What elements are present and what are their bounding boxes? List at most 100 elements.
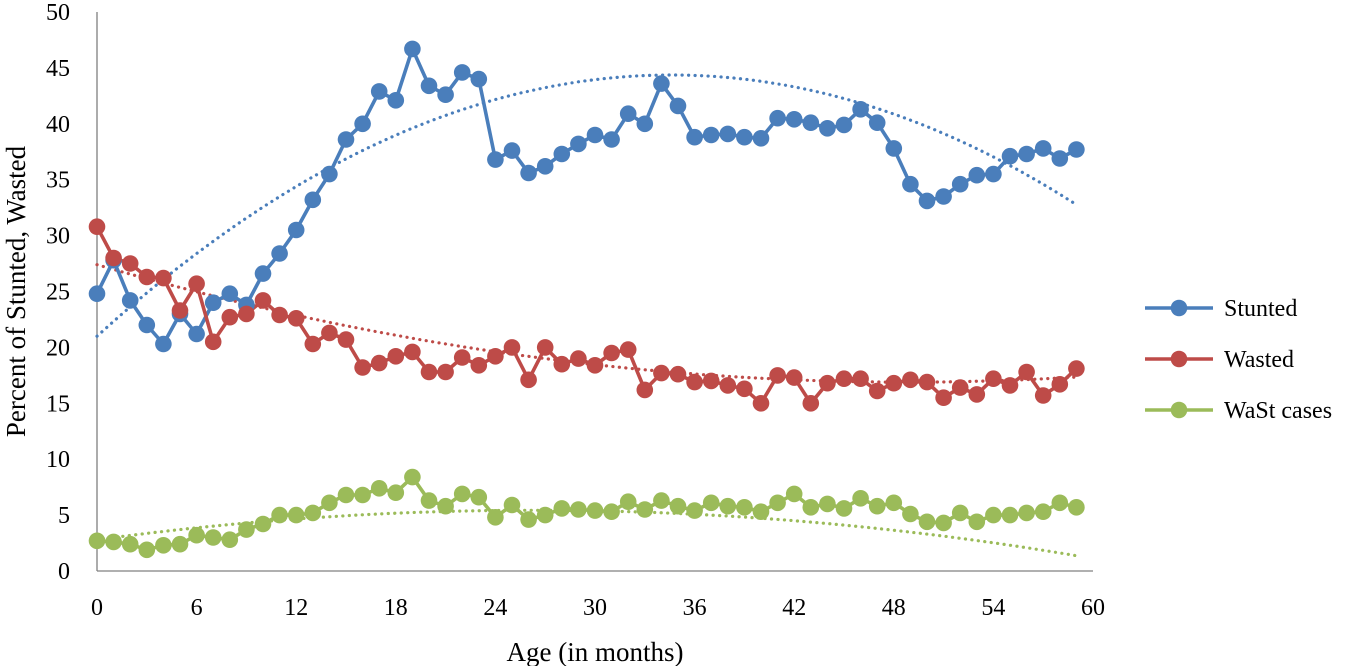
wast-cases-line [96,475,1077,552]
series-points [88,40,1085,559]
wasted-point [868,382,886,400]
stunted-point [852,101,869,118]
wasted-point [204,333,222,351]
wast-cases-point [238,521,255,538]
wasted-point [852,370,869,388]
wasted-point [669,365,687,383]
stunted-point [121,292,139,309]
wast-cases-point [1034,503,1052,520]
wast-cases-point [88,532,106,550]
wast-cases-point [1001,506,1019,524]
wast-cases-point [719,497,737,515]
wasted-point [603,344,620,362]
stunted-point [769,109,786,127]
stunted-point [453,64,471,81]
stunted-point [603,131,620,148]
stunted-point [155,335,172,353]
wasted-point [1068,360,1085,377]
wasted-point [968,386,986,403]
stunted-point [88,285,106,303]
stunted-point [138,316,156,334]
wasted-point [404,343,421,361]
wast-cases-point [885,494,903,512]
wasted-point [752,395,770,412]
wasted-point [121,255,139,272]
stunted-point [204,294,222,312]
stunted-point [819,120,836,137]
stunted-point [636,115,654,133]
stunted-point [785,111,803,128]
wast-cases-point [653,492,670,509]
wast-cases-point [503,496,521,514]
wasted-point [138,268,156,286]
x-tick-label: 30 [583,595,607,621]
stunted-point [985,165,1002,183]
wasted-point [636,381,654,399]
x-tick-label: 48 [882,595,906,621]
wasted-point [918,373,936,391]
stunted-point [536,158,554,175]
wasted-point [619,341,637,358]
y-tick-label: 40 [46,112,70,138]
wast-cases-point [985,506,1002,524]
wast-cases-point [636,501,654,518]
stunted-point [420,77,438,95]
wasted-point [221,308,239,326]
stunted-point [1034,140,1052,157]
stunted-point [487,151,504,168]
stunted-point [1001,147,1019,165]
wasted-point [304,335,322,353]
y-tick-label: 5 [58,503,70,529]
wasted-point [951,379,969,396]
wast-cases-point [271,506,288,524]
stunted-point [271,245,288,262]
stunted-point [520,164,537,182]
wast-cases-point [752,503,770,520]
wasted-point [287,310,305,327]
x-tick-label: 42 [782,595,806,621]
wasted-trendline [95,263,1078,384]
wasted-point [354,359,371,376]
wast-cases-point [802,499,820,516]
stunted-point [337,131,355,148]
wast-cases-point [520,511,537,528]
wasted-point [470,357,488,374]
stunted-point [619,105,637,122]
wast-cases-point [935,514,952,532]
stunted-point [1018,145,1035,163]
legend-label-stunted: Stunted [1224,296,1297,322]
wasted-point [254,292,272,309]
x-tick-label: 6 [191,595,203,621]
stunted-point [321,165,338,183]
wast-cases-point [570,501,587,518]
wasted-point [819,374,836,392]
wast-cases-point [155,537,172,554]
x-tick-label: 18 [384,595,408,621]
legend: Stunted Wasted WaSt cases [1145,296,1332,424]
wast-cases-point [702,494,720,512]
stunted-point [669,97,687,115]
wast-cases-point [437,497,454,515]
stunted-point [586,126,604,144]
wast-cases-point [619,493,637,511]
wast-cases-point [337,486,355,504]
wasted-point [321,324,338,342]
wast-cases-point [221,531,239,548]
stunted-point [935,188,952,205]
wast-cases-point [586,502,604,519]
stunted-point [951,175,969,193]
wasted-point [271,306,288,324]
wast-cases-point [188,526,205,544]
stunted-point [287,221,305,239]
legend-marker-wast-cases [1170,401,1188,419]
wast-cases-point [287,506,305,524]
legend-label-wast-cases: WaSt cases [1224,398,1332,424]
wast-cases-point [553,500,571,517]
legend-label-wasted: Wasted [1224,347,1294,373]
wasted-point [935,389,952,407]
wasted-point [702,372,720,390]
x-tick-label: 12 [284,595,308,621]
stunted-trendline [95,73,1078,338]
wast-cases-point [669,497,687,515]
wasted-point [902,371,919,389]
